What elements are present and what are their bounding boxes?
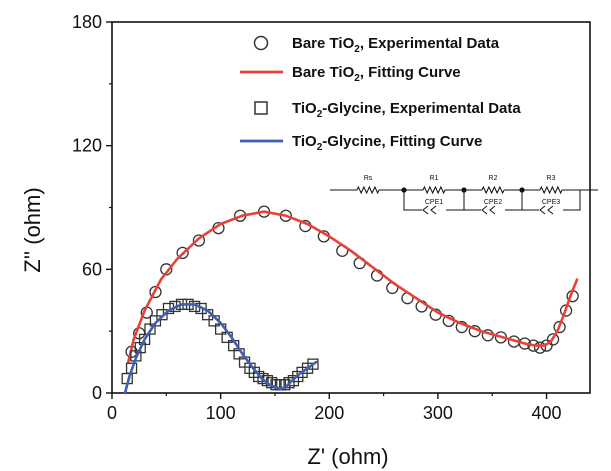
data-point bbox=[287, 374, 300, 387]
data-point bbox=[283, 377, 295, 389]
y-tick-label: 180 bbox=[72, 12, 102, 32]
data-point bbox=[176, 246, 189, 259]
resistor-1 bbox=[481, 185, 505, 195]
y-tick-label: 120 bbox=[72, 136, 102, 156]
cpe-label-1: CPE2 bbox=[484, 199, 502, 206]
cpe-symbol-2 bbox=[539, 205, 554, 215]
y-tick-label: 0 bbox=[92, 383, 102, 403]
data-point bbox=[307, 358, 319, 370]
x-tick-label: 300 bbox=[423, 403, 453, 423]
legend-label: TiO2-Glycine, Fitting Curve bbox=[292, 133, 482, 153]
series-3 bbox=[123, 303, 318, 395]
legend-label: TiO2-Glycine, Experimental Data bbox=[292, 100, 521, 120]
data-point bbox=[149, 315, 162, 327]
x-axis-ticks: 0 100 200 300 400 bbox=[107, 393, 562, 423]
data-point bbox=[248, 366, 260, 379]
series-line bbox=[127, 210, 579, 364]
cpe-symbol-1 bbox=[481, 205, 496, 215]
data-point bbox=[553, 320, 566, 334]
cpe-symbol-0 bbox=[422, 205, 437, 215]
resistor-label-0: R1 bbox=[430, 175, 439, 182]
x-axis-label: Z' (ohm) bbox=[307, 444, 388, 469]
rs-resistor bbox=[356, 185, 380, 195]
resistor-label-1: R2 bbox=[489, 175, 498, 182]
legend-label: Bare TiO2, Experimental Data bbox=[292, 35, 500, 55]
cpe-label-2: CPE3 bbox=[542, 199, 560, 206]
series-line bbox=[123, 303, 318, 395]
x-tick-label: 100 bbox=[206, 403, 236, 423]
rs-label: Rs bbox=[364, 175, 373, 182]
data-point bbox=[149, 285, 162, 299]
cpe-label-0: CPE1 bbox=[425, 199, 443, 206]
series-1 bbox=[127, 210, 579, 364]
legend-marker-square bbox=[254, 101, 268, 115]
x-tick-label: 400 bbox=[532, 403, 562, 423]
series-layer bbox=[121, 205, 579, 395]
legend-label: Bare TiO2, Fitting Curve bbox=[292, 64, 461, 84]
series-2 bbox=[121, 298, 319, 391]
data-point bbox=[156, 309, 168, 321]
cpe-gap-0 bbox=[422, 206, 446, 214]
data-point bbox=[253, 370, 265, 383]
legend: Bare TiO2, Experimental Data Bare TiO2, F… bbox=[240, 35, 521, 153]
y-tick-label: 60 bbox=[82, 259, 102, 279]
data-point bbox=[533, 341, 547, 354]
cpe-gap-2 bbox=[539, 206, 563, 214]
x-tick-label: 0 bbox=[107, 403, 117, 423]
data-point bbox=[546, 333, 560, 346]
resistor-2 bbox=[539, 185, 563, 195]
data-point bbox=[134, 342, 146, 354]
data-point bbox=[192, 234, 206, 247]
y-axis-label: Z'' (ohm) bbox=[20, 187, 45, 272]
resistor-label-2: R3 bbox=[547, 175, 556, 182]
y-axis-ticks: 0 60 120 180 bbox=[72, 12, 112, 403]
resistor-0 bbox=[422, 185, 446, 195]
cpe-gap-1 bbox=[481, 206, 505, 214]
data-point bbox=[292, 370, 304, 383]
x-tick-label: 200 bbox=[314, 403, 344, 423]
equivalent-circuit-inset: Rs R1 CPE1 R2 CPE2 R3 CPE3 bbox=[330, 175, 598, 215]
legend-marker-circle bbox=[253, 35, 269, 51]
data-point bbox=[257, 372, 269, 385]
